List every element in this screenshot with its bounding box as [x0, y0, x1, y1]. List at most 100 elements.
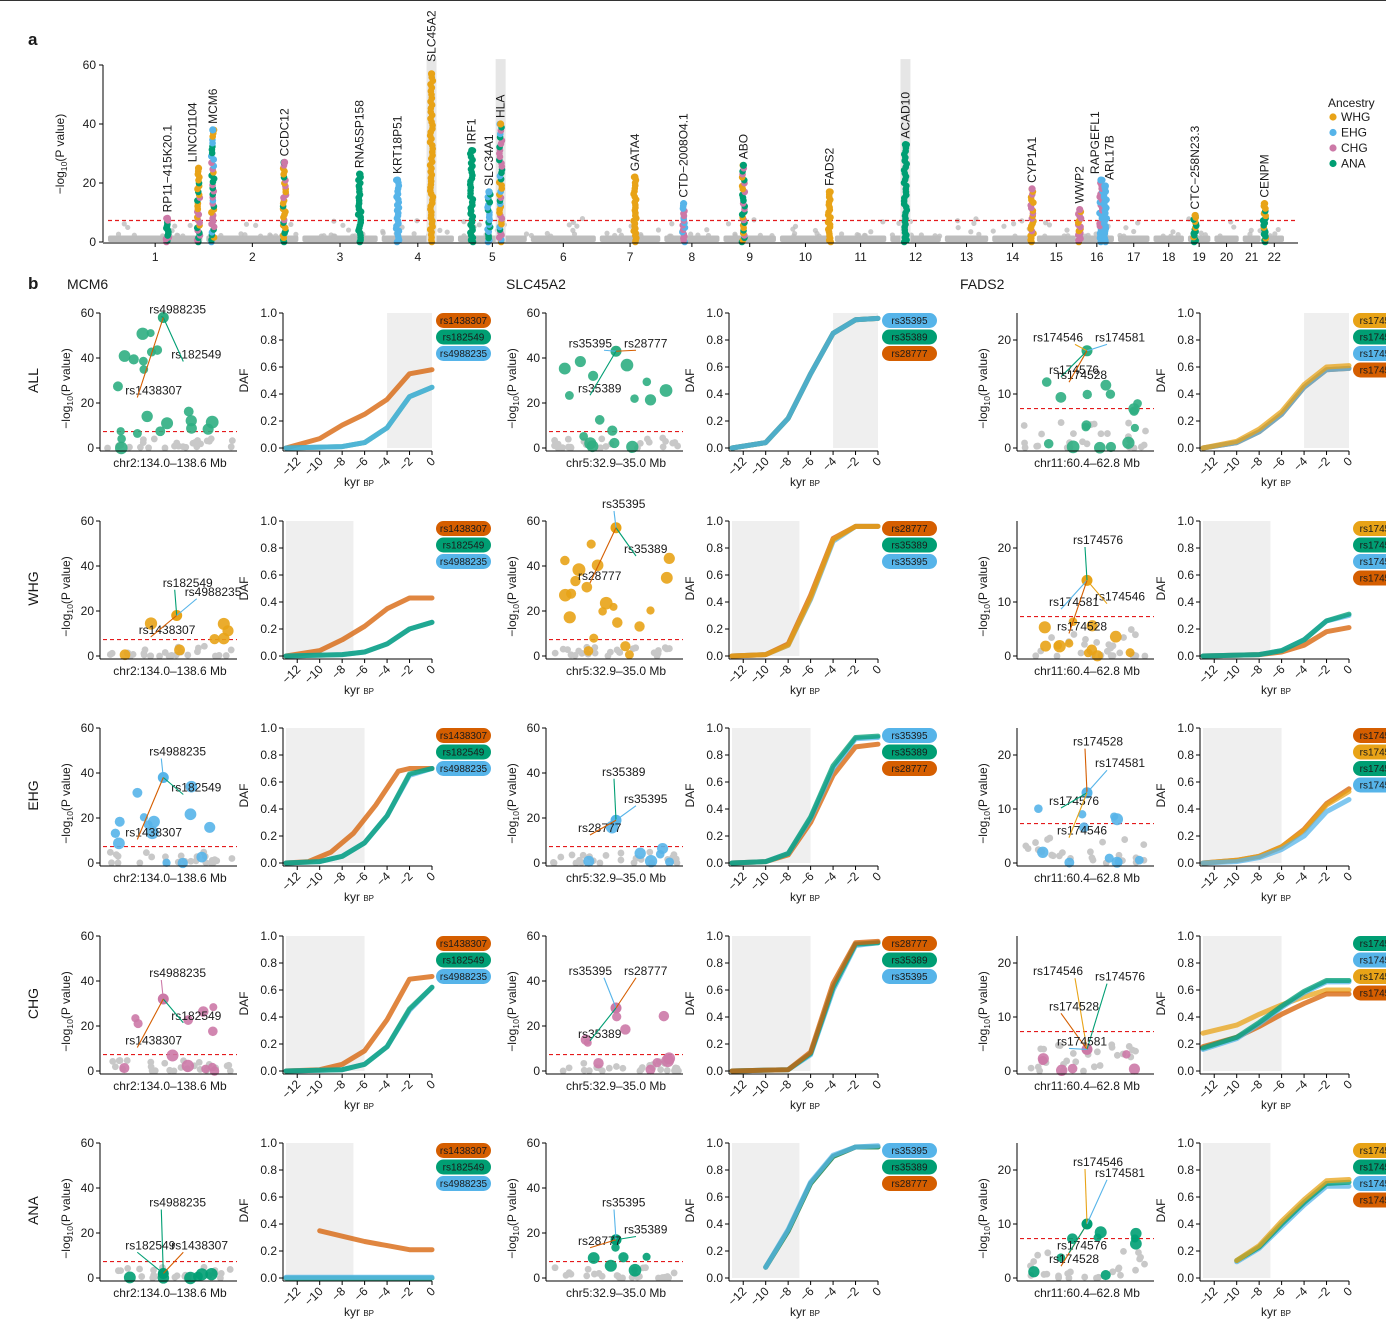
daf-y-tick-label: 0.0	[260, 856, 277, 870]
selection-time-shade	[1203, 521, 1271, 656]
snp-pill-label-rs28777: rs28777	[891, 524, 928, 535]
snp-pill-rs174546	[1353, 1143, 1386, 1158]
daf-y-tick-label: 0.4	[1177, 1217, 1194, 1231]
locus-snp	[1128, 403, 1140, 415]
snp-pill-rs28777	[882, 936, 937, 951]
locus-y-tick-label: 20	[81, 604, 95, 618]
locus-y-tick-label: 0	[1004, 1064, 1011, 1078]
snp-label-rs28777: rs28777	[624, 336, 668, 350]
locus-background-snp	[182, 443, 190, 451]
daf-x-tick-label: 0	[869, 662, 884, 677]
background-snp	[816, 233, 822, 239]
peak-lead-snp	[427, 70, 436, 78]
chr-background-band-13	[944, 235, 989, 242]
locus-y-tick-label: 0	[1004, 441, 1011, 455]
daf-x-tick-label: −2	[842, 1077, 862, 1097]
chr-background-band-3	[302, 235, 378, 242]
daf-y-tick-label: 1.0	[1177, 514, 1194, 528]
locus-background-snp	[619, 1064, 627, 1072]
gene-label-wwp2: WWP2	[1073, 166, 1087, 204]
locus-snp	[593, 1058, 604, 1069]
locus-snp	[196, 851, 208, 863]
daf-y-tick-label: 1.0	[1177, 929, 1194, 943]
locus-snp	[628, 1263, 642, 1277]
background-snp	[1012, 233, 1018, 239]
snp-label-rs174581: rs174581	[1095, 756, 1145, 770]
snp-label-rs174546: rs174546	[1033, 330, 1083, 344]
daf-y-tick-label: 0.8	[260, 748, 277, 762]
peak-lead-snp	[280, 158, 289, 166]
background-snp	[918, 232, 924, 238]
daf-y-tick-label: 0.0	[706, 856, 723, 870]
snp-pill-label-rs28777: rs28777	[891, 939, 928, 950]
locus-background-snp	[1120, 1248, 1127, 1255]
locus-background-snp	[1067, 1268, 1074, 1276]
background-snp	[732, 233, 738, 239]
locus-y-tick-label: 60	[81, 929, 95, 943]
selection-time-shade	[833, 313, 878, 448]
locus-snp	[185, 780, 198, 793]
daf-x-tick-label: −12	[279, 1077, 304, 1102]
locus-background-snp	[129, 650, 137, 658]
locus-background-snp	[175, 442, 182, 450]
locus-background-snp	[557, 853, 565, 861]
snp-label-rs35395: rs35395	[602, 1196, 646, 1210]
locus-y-tick-label: 10	[998, 1010, 1012, 1024]
daf-x-tick-label: 0	[869, 1284, 884, 1299]
chromosome-label-8: 8	[689, 250, 696, 264]
background-snp	[1275, 226, 1281, 233]
daf-x-tick-label: −12	[279, 869, 304, 894]
snp-pill-rs174576	[1353, 761, 1386, 776]
locus-background-snp	[616, 649, 624, 656]
locus-y-label: −log10(P value)	[505, 971, 521, 1051]
locus-background-snp	[604, 652, 612, 660]
snp-pill-label-rs174581: rs174581	[1360, 557, 1386, 568]
locus-y-tick-label: 0	[533, 1271, 540, 1285]
locus-background-snp	[1141, 1260, 1148, 1268]
locus-snp	[198, 1006, 209, 1017]
daf-y-tick-label: 0.2	[260, 1037, 277, 1051]
daf-x-tick-label: −8	[329, 869, 349, 889]
locus-background-snp	[1097, 430, 1105, 438]
snp-leader-line	[160, 979, 164, 1000]
locus-snp	[1037, 1053, 1049, 1065]
locus-background-snp	[145, 444, 152, 452]
daf-x-tick-label: 0	[1340, 454, 1355, 469]
locus-background-snp	[148, 853, 156, 861]
peak-lead-snp	[194, 164, 203, 172]
locus-snp	[177, 857, 188, 869]
snp-pill-label-rs35395: rs35395	[891, 557, 928, 568]
snp-pill-label-rs4988235: rs4988235	[440, 1179, 488, 1190]
snp-pill-label-rs182549: rs182549	[443, 541, 485, 552]
daf-y-tick-label: 0.4	[1177, 387, 1194, 401]
daf-x-tick-label: −8	[329, 1284, 349, 1304]
locus-snp	[183, 1015, 193, 1025]
daf-y-tick-label: 0.6	[1177, 360, 1194, 374]
snp-pill-label-rs28777: rs28777	[891, 349, 928, 360]
daf-y-tick-label: 0.6	[260, 775, 277, 789]
locus-region-label: chr2:134.0–138.6 Mb	[113, 664, 227, 678]
locus-plot-chg-slc45a2: rs35395 rs28777 rs35389 0 20 40 60 chr5:32.9–35…	[527, 929, 683, 1093]
daf-y-tick-label: 0.0	[706, 1064, 723, 1078]
background-snp	[571, 231, 578, 237]
locus-snp	[618, 1252, 629, 1263]
daf-plot-all-mcm6: 0.0 0.2 0.4 0.6 0.8 1.0 −12−10 −8 −6 −4 −2 0 kyr BP D…	[237, 306, 491, 489]
locus-background-snp	[672, 1065, 679, 1072]
locus-snp	[183, 406, 194, 417]
locus-background-snp	[165, 652, 173, 660]
locus-y-tick-label: 20	[998, 748, 1012, 762]
selection-time-shade	[1203, 936, 1282, 1071]
locus-snp	[646, 606, 655, 615]
background-snp	[838, 231, 845, 237]
background-snp	[669, 221, 675, 227]
peak-lead-snp	[901, 141, 910, 149]
locus-y-tick-label: 0	[87, 856, 94, 870]
daf-x-tick-label: −12	[725, 662, 750, 687]
locus-background-snp	[559, 645, 567, 653]
row-label-whg: WHG	[25, 571, 41, 605]
locus-background-snp	[659, 443, 667, 451]
daf-trajectory	[283, 984, 435, 1074]
locus-background-snp	[1086, 848, 1094, 856]
daf-x-tick-label: −6	[1268, 869, 1288, 889]
daf-x-tick-label: −12	[1196, 454, 1221, 479]
